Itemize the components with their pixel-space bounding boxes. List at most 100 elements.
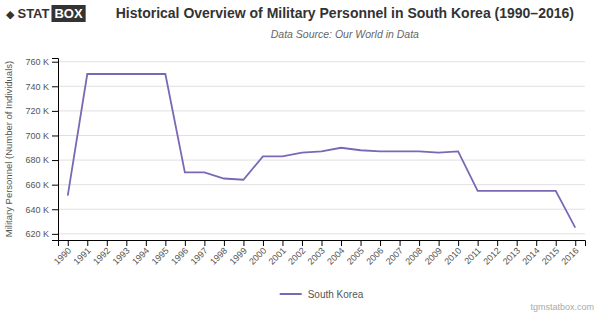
y-tick-mark bbox=[52, 185, 58, 186]
y-tick-label: 740 K bbox=[25, 82, 49, 92]
y-tick: 620 K bbox=[25, 229, 58, 239]
logo-text: STAT bbox=[17, 6, 49, 21]
y-tick-mark bbox=[52, 209, 58, 210]
x-tick-label: 2002 bbox=[286, 245, 307, 266]
x-tick-mark bbox=[146, 240, 147, 246]
y-tick-mark bbox=[52, 86, 58, 87]
x-axis-line bbox=[59, 241, 586, 247]
y-tick-label: 660 K bbox=[25, 180, 49, 190]
y-tick-label: 640 K bbox=[25, 205, 49, 215]
x-tick-mark bbox=[361, 240, 362, 246]
y-tick: 760 K bbox=[25, 57, 58, 67]
x-tick-label: 2012 bbox=[481, 245, 502, 266]
y-tick-label: 620 K bbox=[25, 229, 49, 239]
legend: South Korea bbox=[280, 289, 364, 300]
x-tick-label: 1999 bbox=[228, 245, 249, 266]
x-tick-mark bbox=[126, 240, 127, 246]
x-tick-mark bbox=[536, 240, 537, 246]
x-tick-mark bbox=[204, 240, 205, 246]
x-tick: 2004 bbox=[325, 240, 346, 267]
x-tick: 1997 bbox=[189, 240, 210, 267]
x-tick-label: 2003 bbox=[306, 245, 327, 266]
x-tick-label: 2009 bbox=[423, 245, 444, 266]
x-tick: 1995 bbox=[150, 240, 171, 267]
y-tick: 660 K bbox=[25, 180, 58, 190]
x-tick-mark bbox=[497, 240, 498, 246]
grid-line bbox=[58, 184, 585, 185]
y-tick-mark bbox=[52, 111, 58, 112]
x-tick-label: 2016 bbox=[559, 245, 580, 266]
x-tick-label: 1991 bbox=[71, 245, 92, 266]
x-tick-mark bbox=[517, 240, 518, 246]
subtitle: Data Source: Our World in Data bbox=[271, 28, 419, 40]
y-axis-line bbox=[52, 59, 59, 241]
y-axis: 620 K 640 K 660 K 680 K 700 K 720 K 740 K 760 K bbox=[25, 57, 58, 240]
x-tick-label: 1996 bbox=[169, 245, 190, 266]
x-tick: 2008 bbox=[403, 240, 424, 267]
x-tick: 2002 bbox=[286, 240, 307, 267]
logo: ◆STAT BOX bbox=[6, 5, 86, 22]
y-tick-label: 700 K bbox=[25, 131, 49, 141]
x-tick-mark bbox=[165, 240, 166, 246]
x-tick-label: 2014 bbox=[520, 245, 541, 266]
logo-mark: ◆ bbox=[6, 8, 15, 20]
x-tick-label: 1995 bbox=[150, 245, 171, 266]
x-tick-label: 2005 bbox=[345, 245, 366, 266]
x-tick: 2005 bbox=[345, 240, 366, 267]
x-tick-mark bbox=[87, 240, 88, 246]
x-tick-mark bbox=[458, 240, 459, 246]
x-tick-mark bbox=[400, 240, 401, 246]
x-tick: 1994 bbox=[130, 240, 151, 267]
x-tick-label: 1992 bbox=[91, 245, 112, 266]
x-tick: 2000 bbox=[247, 240, 268, 267]
grid-line bbox=[58, 160, 585, 161]
y-tick-mark bbox=[52, 160, 58, 161]
y-tick-mark bbox=[52, 135, 58, 136]
x-tick-label: 2010 bbox=[442, 245, 463, 266]
x-tick-mark bbox=[243, 240, 244, 246]
marks bbox=[68, 74, 575, 228]
chart-root: ◆STAT BOX Historical Overview of Military … bbox=[0, 0, 600, 314]
y-tick-mark bbox=[52, 234, 58, 235]
data-line bbox=[68, 74, 575, 228]
grid-line bbox=[58, 86, 585, 87]
x-tick: 1996 bbox=[169, 240, 190, 267]
x-tick: 2014 bbox=[520, 240, 541, 267]
x-tick-mark bbox=[224, 240, 225, 246]
x-tick-label: 1993 bbox=[110, 245, 131, 266]
x-tick-label: 1994 bbox=[130, 245, 151, 266]
grid-line bbox=[58, 110, 585, 111]
x-tick: 1992 bbox=[91, 240, 112, 267]
x-tick: 2015 bbox=[540, 240, 561, 267]
x-tick: 2001 bbox=[267, 240, 288, 267]
y-tick: 680 K bbox=[25, 155, 58, 165]
x-tick-label: 2013 bbox=[501, 245, 522, 266]
watermark: tgmstatbox.com bbox=[530, 302, 594, 312]
plot: 1990199119921993199419951996199719981999… bbox=[25, 57, 585, 267]
x-tick-mark bbox=[478, 240, 479, 246]
x-tick: 1991 bbox=[71, 240, 92, 267]
x-tick-mark bbox=[302, 240, 303, 246]
x-tick: 2007 bbox=[384, 240, 405, 267]
x-tick: 1998 bbox=[208, 240, 229, 267]
x-tick-label: 1997 bbox=[189, 245, 210, 266]
legend-swatch bbox=[280, 293, 302, 295]
x-tick: 2012 bbox=[481, 240, 502, 267]
x-tick-mark bbox=[341, 240, 342, 246]
legend-item: South Korea bbox=[280, 289, 364, 300]
x-tick-label: 2008 bbox=[403, 245, 424, 266]
x-tick-mark bbox=[68, 240, 69, 246]
x-tick-mark bbox=[556, 240, 557, 246]
y-tick-label: 760 K bbox=[25, 57, 49, 67]
x-tick-label: 2011 bbox=[462, 245, 483, 266]
x-tick-label: 2001 bbox=[267, 245, 288, 266]
title: Historical Overview of Military Personne… bbox=[116, 5, 574, 21]
y-tick: 700 K bbox=[25, 131, 58, 141]
x-tick: 2003 bbox=[306, 240, 327, 267]
y-tick-label: 720 K bbox=[25, 106, 49, 116]
grid-line bbox=[58, 135, 585, 136]
x-tick-mark bbox=[419, 240, 420, 246]
y-tick-mark bbox=[52, 62, 58, 63]
grid-line bbox=[58, 209, 585, 210]
logo-text: BOX bbox=[54, 6, 83, 21]
